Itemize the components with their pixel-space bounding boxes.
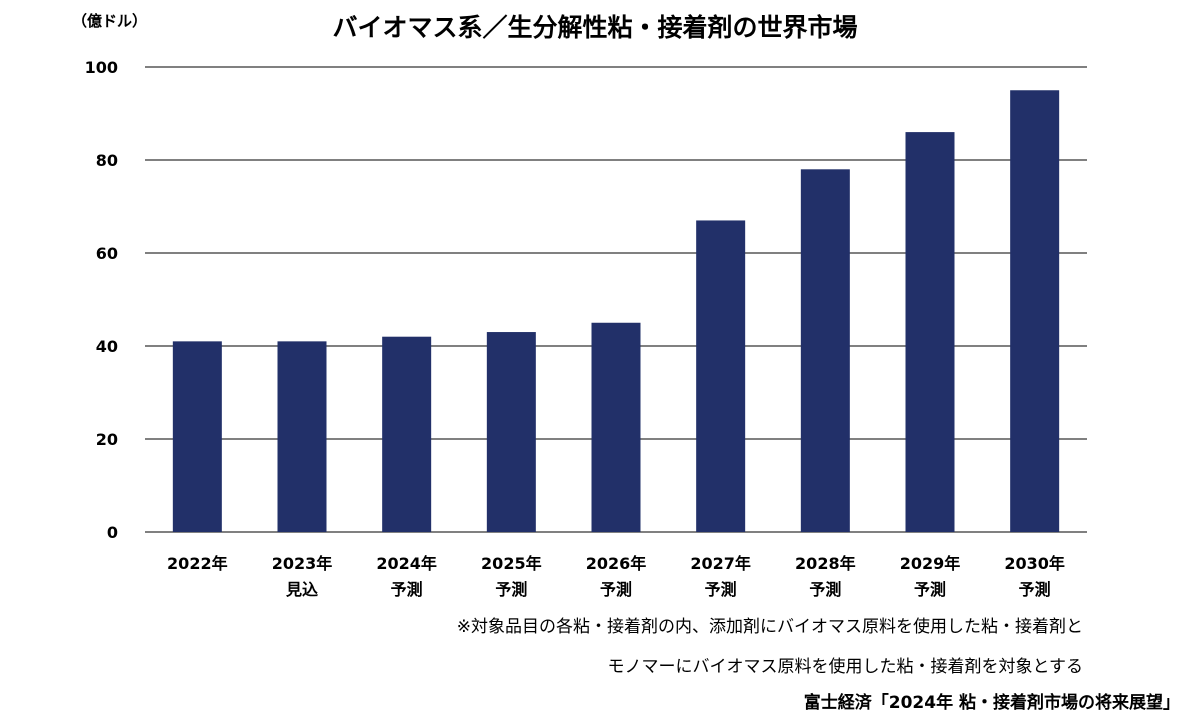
x-tick-label: 見込 [285,580,318,599]
x-tick-label: 2028年 [795,554,856,573]
y-tick-label: 40 [96,337,118,356]
y-tick-label: 0 [107,523,118,542]
bar [277,341,327,532]
x-tick-label: 2027年 [690,554,751,573]
chart-title: バイオマス系／生分解性粘・接着剤の世界市場 [332,13,858,42]
footnote-line-1: ※対象品目の各粘・接着剤の内、添加剤にバイオマス原料を使用した粘・接着剤と [456,617,1083,637]
y-tick-label: 20 [96,430,118,449]
x-tick-label: 2022年 [167,554,228,573]
x-tick-label: 予測 [705,580,737,599]
bar [172,341,222,532]
bar [1010,90,1060,532]
source-credit: 富士経済「2024年 粘・接着剤市場の将来展望」 [803,693,1180,713]
x-tick-label: 予測 [495,580,527,599]
x-tick-label: 予測 [809,580,841,599]
y-tick-label: 100 [85,58,118,77]
x-tick-label: 2025年 [481,554,542,573]
x-tick-label: 2029年 [900,554,961,573]
x-tick-label: 予測 [914,580,946,599]
x-tick-label: 2023年 [272,554,333,573]
x-tick-label: 2024年 [376,554,437,573]
y-tick-label: 60 [96,244,118,263]
y-axis-unit-label: （億ドル） [72,12,148,30]
bar [382,336,432,532]
bar [486,332,536,532]
x-tick-label: 予測 [1019,580,1051,599]
bar [696,220,746,532]
bar [591,322,641,532]
x-tick-label: 予測 [600,580,632,599]
y-tick-label: 80 [96,151,118,170]
x-tick-label: 2030年 [1004,554,1065,573]
bar [905,132,955,532]
bars [172,90,1060,533]
x-tick-label: 2026年 [586,554,647,573]
bar [800,169,850,533]
y-axis-ticks: 0 20 40 60 80 100 [85,58,118,542]
footnote-line-2: モノマーにバイオマス原料を使用した粘・接着剤を対象とする [607,657,1084,677]
x-tick-label: 予測 [391,580,423,599]
